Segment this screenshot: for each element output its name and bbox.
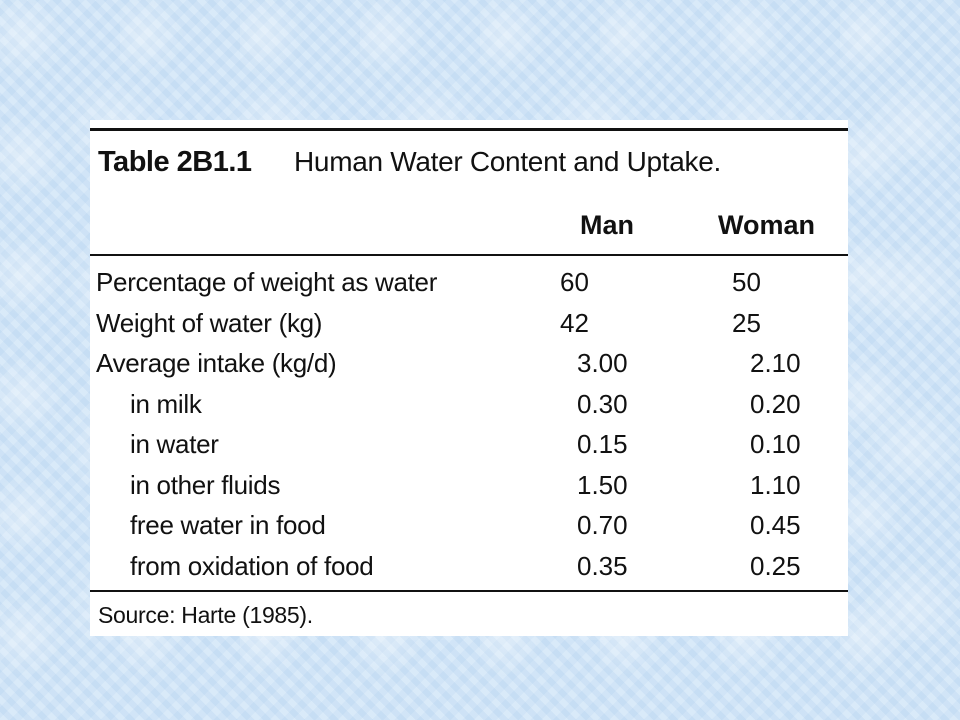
woman-value: 2.10 (750, 348, 801, 378)
row-label: Percentage of weight as water (96, 267, 438, 297)
woman-value: 50 (732, 267, 761, 297)
table-row: Percentage of weight as water 60 50 (90, 262, 848, 303)
table-caption: Table 2B1.1 Human Water Content and Upta… (98, 146, 721, 179)
woman-value: 0.20 (750, 388, 801, 419)
woman-value: 1.10 (750, 469, 801, 500)
woman-value: 25 (732, 307, 761, 338)
row-label: from oxidation of food (130, 550, 374, 581)
table-row: in milk 0.30 0.20 (90, 384, 848, 425)
row-label: Weight of water (kg) (96, 307, 323, 338)
table-card: Table 2B1.1 Human Water Content and Upta… (90, 120, 848, 636)
man-value: 0.35 (577, 550, 628, 581)
table-row: from oxidation of food 0.35 0.25 (90, 546, 848, 587)
table-row: free water in food 0.70 0.45 (90, 505, 848, 546)
row-label: in milk (130, 388, 202, 419)
table-row: Average intake (kg/d) 3.00 2.10 (90, 343, 848, 384)
woman-value: 0.45 (750, 510, 801, 540)
table-label: Table 2B1.1 (98, 146, 252, 178)
row-label: in water (130, 429, 219, 459)
row-label: free water in food (130, 510, 326, 540)
source-note: Source: Harte (1985). (98, 602, 313, 628)
table-row: in water 0.15 0.10 (90, 424, 848, 465)
man-value: 60 (560, 267, 589, 297)
man-value: 42 (560, 307, 589, 338)
man-value: 3.00 (577, 348, 628, 378)
woman-value: 0.10 (750, 429, 801, 459)
woman-value: 0.25 (750, 550, 801, 581)
man-value: 0.30 (577, 388, 628, 419)
table-body: Percentage of weight as water 60 50 Weig… (90, 262, 848, 586)
header-rule (90, 254, 848, 256)
man-value: 0.15 (577, 429, 628, 459)
column-header-woman: Woman (718, 210, 816, 240)
table-title: Human Water Content and Uptake. (294, 146, 721, 177)
bottom-rule (90, 590, 848, 592)
row-label: Average intake (kg/d) (96, 348, 337, 378)
man-value: 0.70 (577, 510, 628, 540)
table-row: Weight of water (kg) 42 25 (90, 303, 848, 344)
column-header-man: Man (580, 210, 634, 240)
table-row: in other fluids 1.50 1.10 (90, 465, 848, 506)
man-value: 1.50 (577, 469, 628, 500)
row-label: in other fluids (130, 469, 281, 500)
top-rule (90, 128, 848, 131)
